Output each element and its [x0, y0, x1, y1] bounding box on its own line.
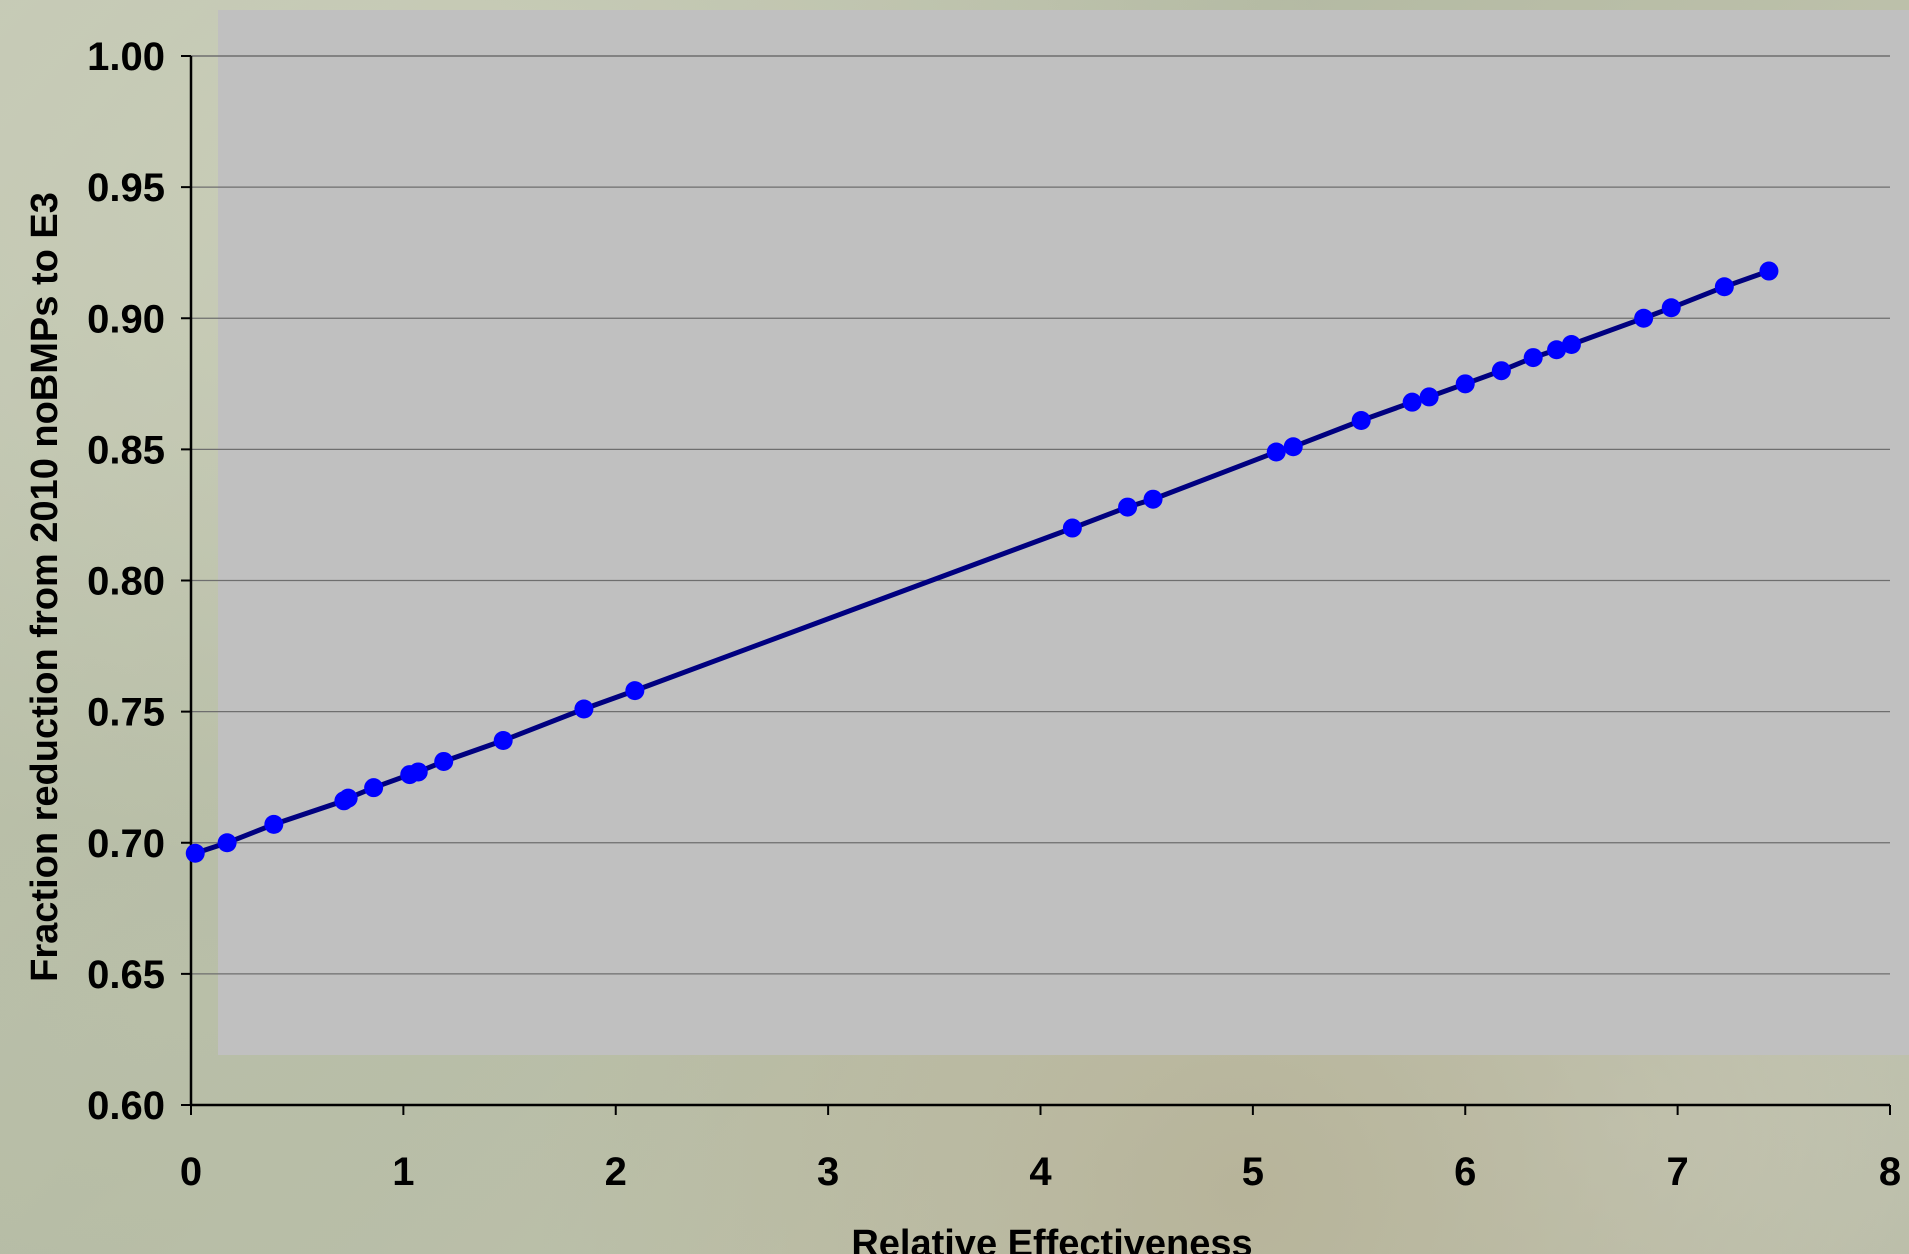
y-tick-label: 0.80	[87, 560, 165, 604]
y-tick-label: 0.65	[87, 953, 165, 997]
data-point	[1283, 437, 1303, 457]
data-point	[625, 681, 645, 701]
data-point	[1561, 334, 1581, 354]
data-point	[434, 751, 454, 771]
y-tick-label: 0.60	[87, 1084, 165, 1128]
data-point	[217, 833, 237, 853]
y-axis-title: Fraction reduction from 2010 noBMPs to E…	[24, 192, 66, 982]
data-point	[1419, 387, 1439, 407]
data-point	[1143, 489, 1163, 509]
data-point	[1523, 348, 1543, 368]
y-tick-label: 0.75	[87, 691, 165, 735]
x-tick-label: 1	[392, 1150, 414, 1194]
x-tick-label: 7	[1667, 1150, 1689, 1194]
data-point	[574, 699, 594, 719]
x-tick-label: 8	[1879, 1150, 1901, 1194]
data-point	[1547, 340, 1567, 360]
y-tick-label: 1.00	[87, 35, 165, 79]
data-point	[1661, 298, 1681, 318]
data-point	[1118, 497, 1138, 517]
gridlines	[191, 186, 1890, 975]
x-tick-label: 4	[1029, 1150, 1052, 1194]
y-tick-label: 0.95	[87, 166, 165, 210]
data-point	[1634, 308, 1654, 328]
x-axis-title: Relative Effectiveness	[851, 1223, 1252, 1254]
data-point	[493, 730, 513, 750]
y-tick-label: 0.85	[87, 428, 165, 472]
x-tick-label: 6	[1454, 1150, 1476, 1194]
data-point	[364, 778, 384, 798]
data-point	[1402, 392, 1422, 412]
data-point	[264, 814, 284, 834]
data-point	[185, 843, 205, 863]
x-axis-ticks: 0 1 2 3 4 5 6 7 8	[180, 1105, 1901, 1194]
data-point	[1351, 411, 1371, 431]
x-tick-label: 2	[605, 1150, 627, 1194]
y-tick-label: 0.90	[87, 297, 165, 341]
data-point	[338, 788, 358, 808]
data-point	[1714, 277, 1734, 297]
series-group	[185, 261, 1779, 863]
x-tick-label: 3	[817, 1150, 839, 1194]
data-point	[408, 762, 428, 782]
data-point	[1759, 261, 1779, 281]
data-point	[1266, 442, 1286, 462]
data-point	[1062, 518, 1082, 538]
y-tick-label: 0.70	[87, 822, 165, 866]
data-point	[1491, 361, 1511, 381]
data-point	[1455, 374, 1475, 394]
x-tick-label: 0	[180, 1150, 202, 1194]
y-axis-ticks: 1.00 0.95 0.90 0.85 0.80 0.75 0.70 0.65 0.60	[87, 35, 191, 1128]
x-tick-label: 5	[1242, 1150, 1264, 1194]
